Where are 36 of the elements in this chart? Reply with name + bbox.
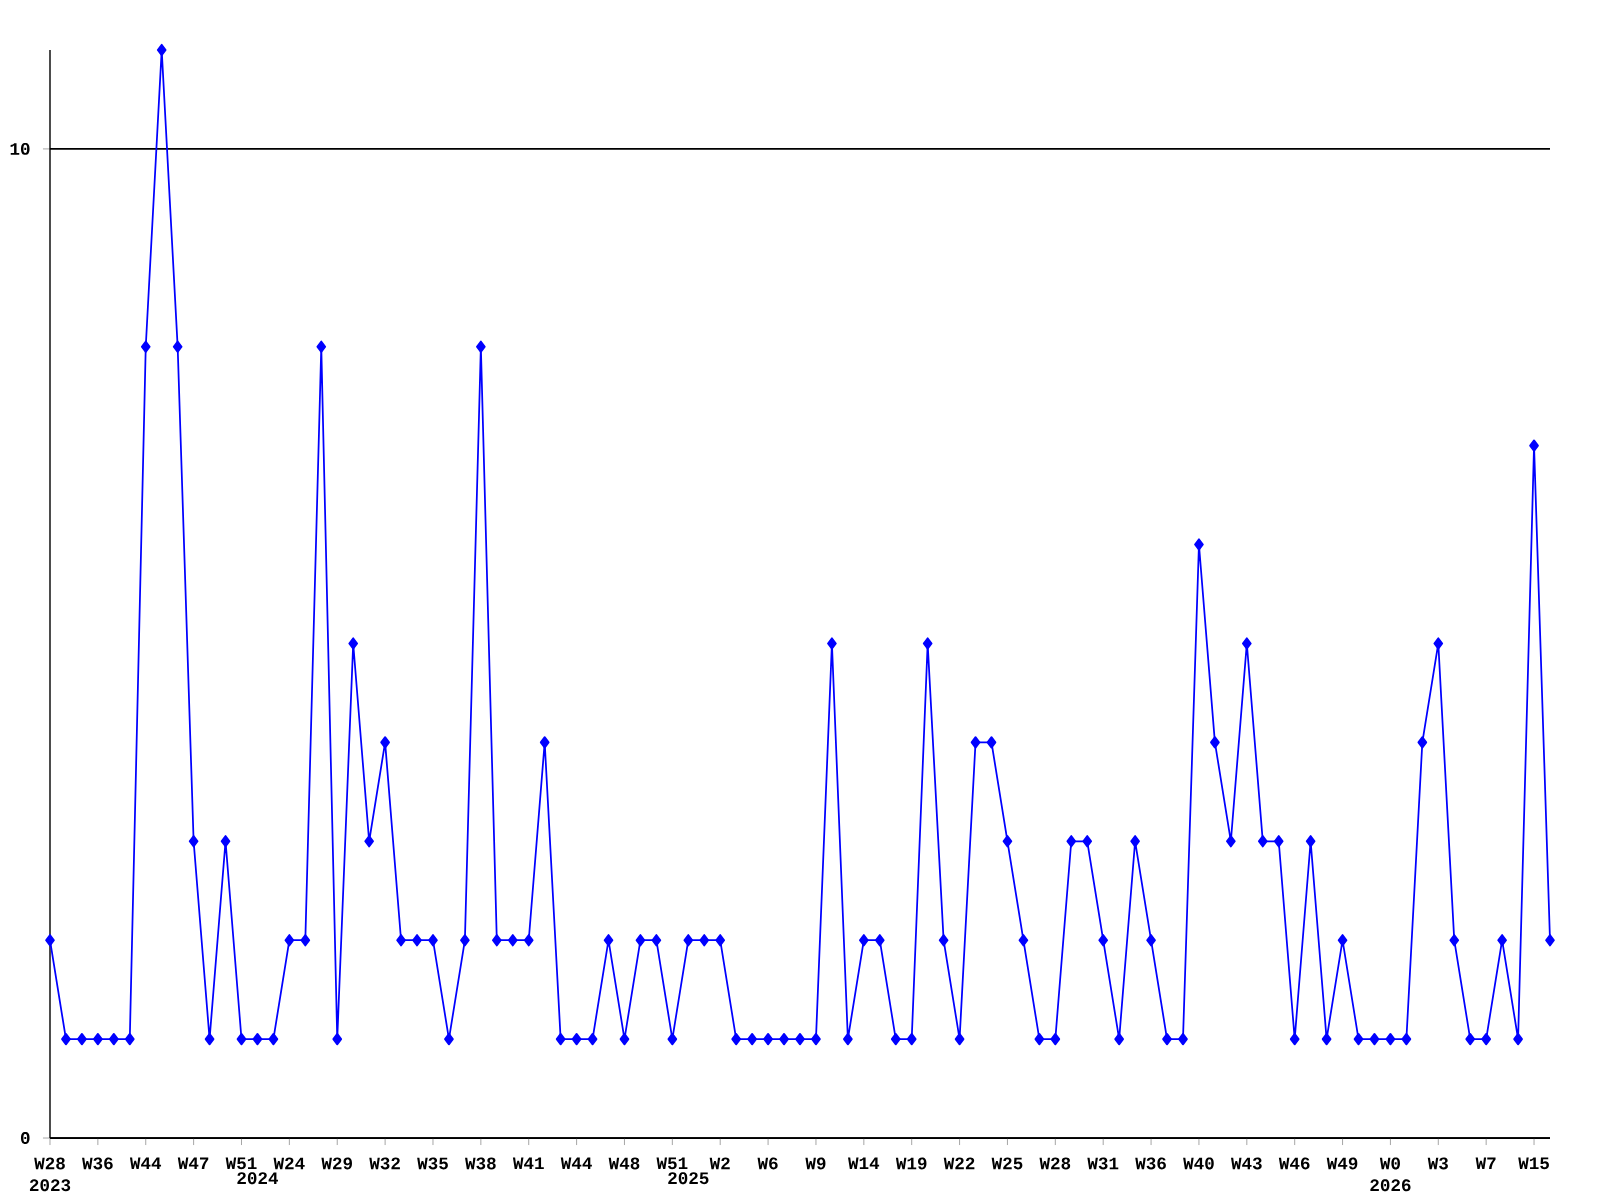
x-tick-label: W36 <box>82 1157 113 1170</box>
x-tick-label: W51 <box>656 1157 688 1170</box>
x-tick-label: W38 <box>465 1157 496 1170</box>
y-tick-label: 0 <box>21 1132 30 1144</box>
x-tick-label: W22 <box>943 1157 975 1170</box>
x-tick-label: W3 <box>1427 1157 1448 1170</box>
x-tick-label: W24 <box>273 1157 305 1170</box>
x-tick-label: W51 <box>225 1157 257 1170</box>
x-tick-label: W2 <box>709 1157 730 1170</box>
x-tick-label: W28 <box>1039 1157 1071 1170</box>
x-tick-label: W35 <box>417 1157 448 1170</box>
y-tick-label: 10 <box>10 142 30 155</box>
x-tick-label: 2025 <box>668 1172 709 1185</box>
x-tick-label: W40 <box>1183 1157 1214 1170</box>
x-tick-label: W7 <box>1475 1157 1496 1170</box>
x-tick-label: W28 2023 <box>29 1157 71 1192</box>
x-tick-label: W0 2026 <box>1370 1157 1411 1192</box>
x-tick-label: 2024 <box>237 1172 279 1185</box>
x-tick-label: W25 <box>991 1157 1023 1170</box>
x-tick-label: W36 <box>1135 1157 1166 1170</box>
x-tick-label: W19 <box>895 1157 927 1170</box>
x-tick-label: W31 <box>1087 1157 1119 1170</box>
x-tick-label: W46 <box>1278 1157 1310 1170</box>
x-tick-label: W9 <box>805 1157 826 1170</box>
x-tick-label: W41 <box>512 1157 544 1170</box>
x-tick-label: W49 <box>1326 1157 1358 1170</box>
x-tick-label: W48 <box>608 1157 640 1170</box>
x-tick-label: W44 <box>129 1157 162 1170</box>
x-tick-label: W14 <box>848 1157 880 1170</box>
x-tick-label: W15 <box>1518 1157 1549 1170</box>
x-tick-label: W43 <box>1230 1157 1262 1170</box>
x-tick-label: W32 <box>369 1157 400 1170</box>
x-tick-label: W29 <box>321 1157 352 1170</box>
x-tick-label: W44 <box>560 1157 592 1170</box>
x-tick-label: W6 <box>757 1157 778 1170</box>
x-tick-label: W47 <box>177 1157 209 1170</box>
